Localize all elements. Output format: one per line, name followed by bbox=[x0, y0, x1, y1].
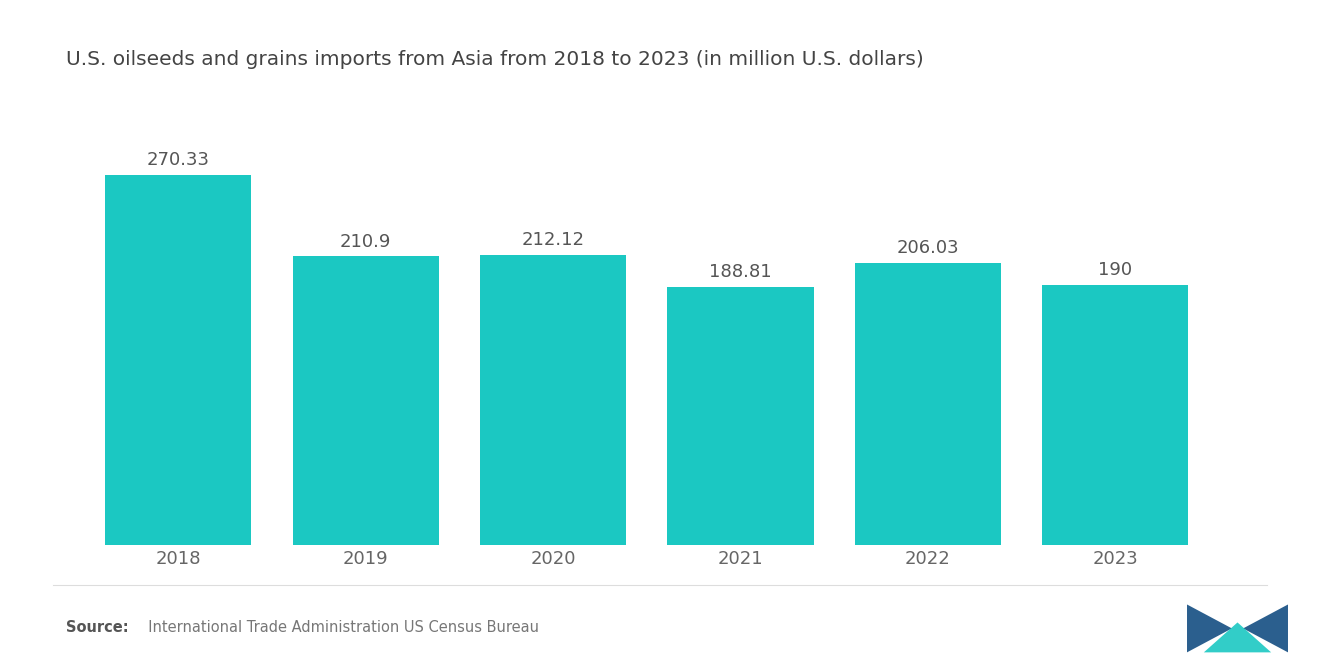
Bar bbox=[480, 255, 626, 545]
Bar bbox=[293, 256, 438, 545]
Polygon shape bbox=[1243, 604, 1288, 652]
Polygon shape bbox=[1204, 622, 1271, 652]
Text: 270.33: 270.33 bbox=[147, 152, 210, 170]
Text: U.S. oilseeds and grains imports from Asia from 2018 to 2023 (in million U.S. do: U.S. oilseeds and grains imports from As… bbox=[66, 51, 924, 69]
Text: 212.12: 212.12 bbox=[521, 231, 585, 249]
Text: 190: 190 bbox=[1098, 261, 1133, 279]
Bar bbox=[855, 263, 1001, 545]
Text: 188.81: 188.81 bbox=[709, 263, 772, 281]
Bar bbox=[106, 175, 252, 545]
Bar bbox=[1041, 285, 1188, 545]
Text: Source:: Source: bbox=[66, 620, 128, 635]
Text: 210.9: 210.9 bbox=[341, 233, 392, 251]
Text: 206.03: 206.03 bbox=[896, 239, 960, 257]
Text: International Trade Administration US Census Bureau: International Trade Administration US Ce… bbox=[139, 620, 539, 635]
Bar bbox=[668, 287, 813, 545]
Polygon shape bbox=[1187, 604, 1232, 652]
